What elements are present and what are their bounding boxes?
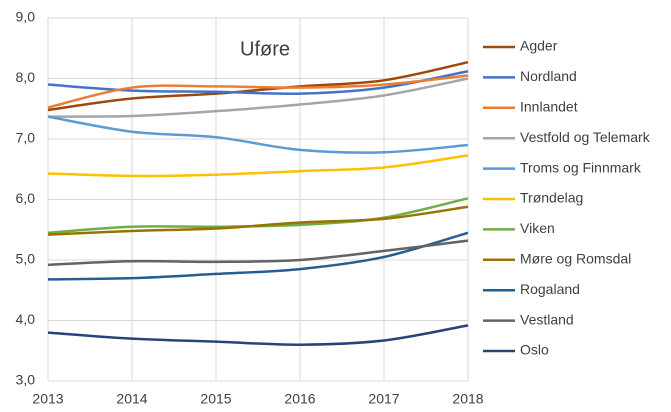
series-line xyxy=(47,239,469,267)
y-tick-label: 7,0 xyxy=(16,130,36,146)
legend-label: Vestfold og Telemark xyxy=(520,129,651,145)
legend-label: Rogaland xyxy=(520,281,580,297)
legend-label: Viken xyxy=(520,220,555,236)
legend-label: Trøndelag xyxy=(520,190,583,206)
legend-label: Nordland xyxy=(520,68,577,84)
x-tick-label: 2017 xyxy=(368,391,399,407)
legend-label: Møre og Romsdal xyxy=(520,251,631,267)
chart-title: Uføre xyxy=(240,38,290,60)
series-line xyxy=(47,154,469,178)
y-tick-label: 3,0 xyxy=(16,372,36,388)
series-line xyxy=(47,74,469,109)
x-tick-label: 2014 xyxy=(116,391,147,407)
y-tick-label: 8,0 xyxy=(16,69,36,85)
y-tick-label: 4,0 xyxy=(16,311,36,327)
legend-label: Vestland xyxy=(520,311,574,327)
legend-label: Innlandet xyxy=(520,99,578,115)
series-line xyxy=(47,115,469,154)
x-tick-label: 2018 xyxy=(452,391,483,407)
legend-label: Agder xyxy=(520,38,558,54)
series-line xyxy=(47,231,469,281)
y-tick-label: 5,0 xyxy=(16,251,36,267)
series-line xyxy=(47,60,469,112)
y-tick-label: 6,0 xyxy=(16,190,36,206)
y-tick-label: 9,0 xyxy=(16,9,36,25)
series-line xyxy=(47,205,469,236)
x-tick-label: 2016 xyxy=(284,391,315,407)
series-line xyxy=(47,77,469,118)
x-tick-label: 2013 xyxy=(32,391,63,407)
legend-label: Troms og Finnmark xyxy=(520,159,642,175)
series-line xyxy=(47,324,469,346)
x-tick-label: 2015 xyxy=(200,391,231,407)
legend-label: Oslo xyxy=(520,342,549,358)
